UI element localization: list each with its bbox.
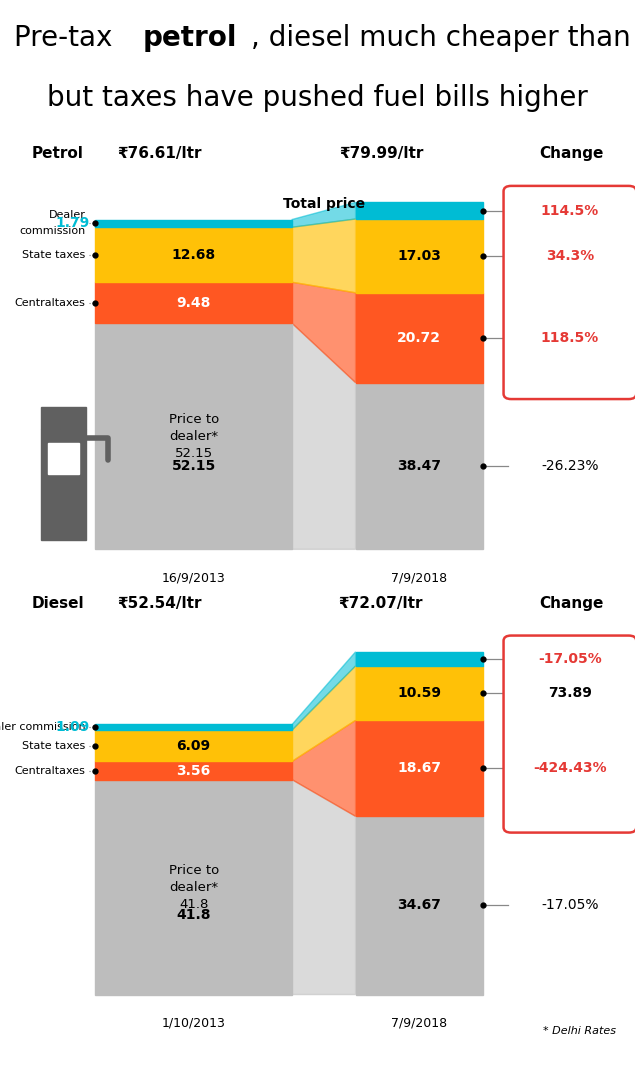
Text: 2.74: 2.74 <box>402 652 436 666</box>
Text: commission: commission <box>20 227 86 237</box>
Text: 3.84: 3.84 <box>402 204 436 218</box>
Text: 52.15: 52.15 <box>171 459 216 473</box>
Text: 34.67: 34.67 <box>397 898 441 912</box>
Polygon shape <box>95 323 292 549</box>
Polygon shape <box>95 219 292 227</box>
Text: Change: Change <box>539 145 604 161</box>
Polygon shape <box>95 725 292 730</box>
Text: State taxes: State taxes <box>22 250 86 259</box>
Text: State taxes: State taxes <box>22 741 86 751</box>
Text: 38.47: 38.47 <box>397 459 441 473</box>
Text: Centraltaxes: Centraltaxes <box>15 297 86 308</box>
Polygon shape <box>356 666 483 720</box>
Polygon shape <box>95 762 292 780</box>
Text: ₹79.99/ltr: ₹79.99/ltr <box>339 145 423 161</box>
Polygon shape <box>356 816 483 995</box>
Text: 17.03: 17.03 <box>397 248 441 263</box>
Polygon shape <box>292 780 356 995</box>
FancyBboxPatch shape <box>504 186 635 399</box>
Text: -424.43%: -424.43% <box>533 762 606 776</box>
Text: , diesel much cheaper than 2013,: , diesel much cheaper than 2013, <box>251 24 635 52</box>
Polygon shape <box>48 443 79 474</box>
Text: ₹52.54/ltr: ₹52.54/ltr <box>117 596 202 611</box>
Polygon shape <box>356 652 483 666</box>
Polygon shape <box>95 730 292 762</box>
Polygon shape <box>356 383 483 549</box>
Text: * Delhi Rates: * Delhi Rates <box>543 1025 616 1036</box>
Text: 118.5%: 118.5% <box>541 331 599 345</box>
Text: Price to
dealer*
52.15: Price to dealer* 52.15 <box>168 412 219 460</box>
Polygon shape <box>356 219 483 293</box>
Text: ₹72.07/ltr: ₹72.07/ltr <box>338 596 424 611</box>
Text: 7/9/2018: 7/9/2018 <box>391 1017 447 1030</box>
Text: Diesel: Diesel <box>32 596 84 611</box>
Text: Dealer: Dealer <box>49 210 86 220</box>
Text: TOI: TOI <box>10 1057 33 1070</box>
Polygon shape <box>292 720 356 816</box>
Text: petrol: petrol <box>143 24 237 52</box>
Polygon shape <box>292 282 356 383</box>
Polygon shape <box>95 227 292 282</box>
Polygon shape <box>95 780 292 995</box>
Polygon shape <box>356 293 483 383</box>
Text: ₹76.61/ltr: ₹76.61/ltr <box>117 145 202 161</box>
Text: Price to
dealer*
41.8: Price to dealer* 41.8 <box>168 864 219 910</box>
Text: 73.89: 73.89 <box>548 686 592 700</box>
Polygon shape <box>41 407 86 430</box>
Polygon shape <box>292 666 356 762</box>
Text: Pre-tax: Pre-tax <box>14 24 121 52</box>
Text: 34.3%: 34.3% <box>546 248 594 263</box>
Text: 3.56: 3.56 <box>177 764 211 778</box>
Text: but taxes have pushed fuel bills higher: but taxes have pushed fuel bills higher <box>47 84 588 112</box>
Text: 6.09: 6.09 <box>177 739 211 753</box>
Text: 1.79: 1.79 <box>56 216 90 230</box>
Text: 18.67: 18.67 <box>397 762 441 776</box>
Text: 10.59: 10.59 <box>397 686 441 700</box>
Text: Dealer commission: Dealer commission <box>0 723 86 732</box>
Polygon shape <box>292 202 356 227</box>
Text: -26.23%: -26.23% <box>541 459 599 473</box>
Text: 9.48: 9.48 <box>177 296 211 310</box>
Text: Centraltaxes: Centraltaxes <box>15 766 86 776</box>
Polygon shape <box>41 430 86 540</box>
Polygon shape <box>292 219 356 293</box>
Text: Total price: Total price <box>283 196 365 210</box>
Text: 20.72: 20.72 <box>397 331 441 345</box>
FancyBboxPatch shape <box>504 636 635 832</box>
Text: 16/9/2013: 16/9/2013 <box>162 572 225 585</box>
Text: Petrol: Petrol <box>32 145 84 161</box>
Text: -17.05%: -17.05% <box>541 898 599 912</box>
Text: 1/10/2013: 1/10/2013 <box>162 1017 225 1030</box>
Text: Change: Change <box>539 596 604 611</box>
Text: FOR MORE  INFOGRAPHICS DOWNLOAD  TIMES OF INDIA  APP: FOR MORE INFOGRAPHICS DOWNLOAD TIMES OF … <box>180 1059 455 1068</box>
Text: 41.8: 41.8 <box>177 908 211 922</box>
Polygon shape <box>356 202 483 219</box>
Text: 7/9/2018: 7/9/2018 <box>391 572 447 585</box>
Polygon shape <box>95 282 292 323</box>
Text: 12.68: 12.68 <box>171 247 216 261</box>
Text: 114.5%: 114.5% <box>541 204 599 218</box>
Polygon shape <box>292 323 356 549</box>
Text: -17.05%: -17.05% <box>538 652 602 666</box>
Polygon shape <box>292 652 356 730</box>
Polygon shape <box>356 720 483 816</box>
Text: 1.09: 1.09 <box>56 720 90 735</box>
